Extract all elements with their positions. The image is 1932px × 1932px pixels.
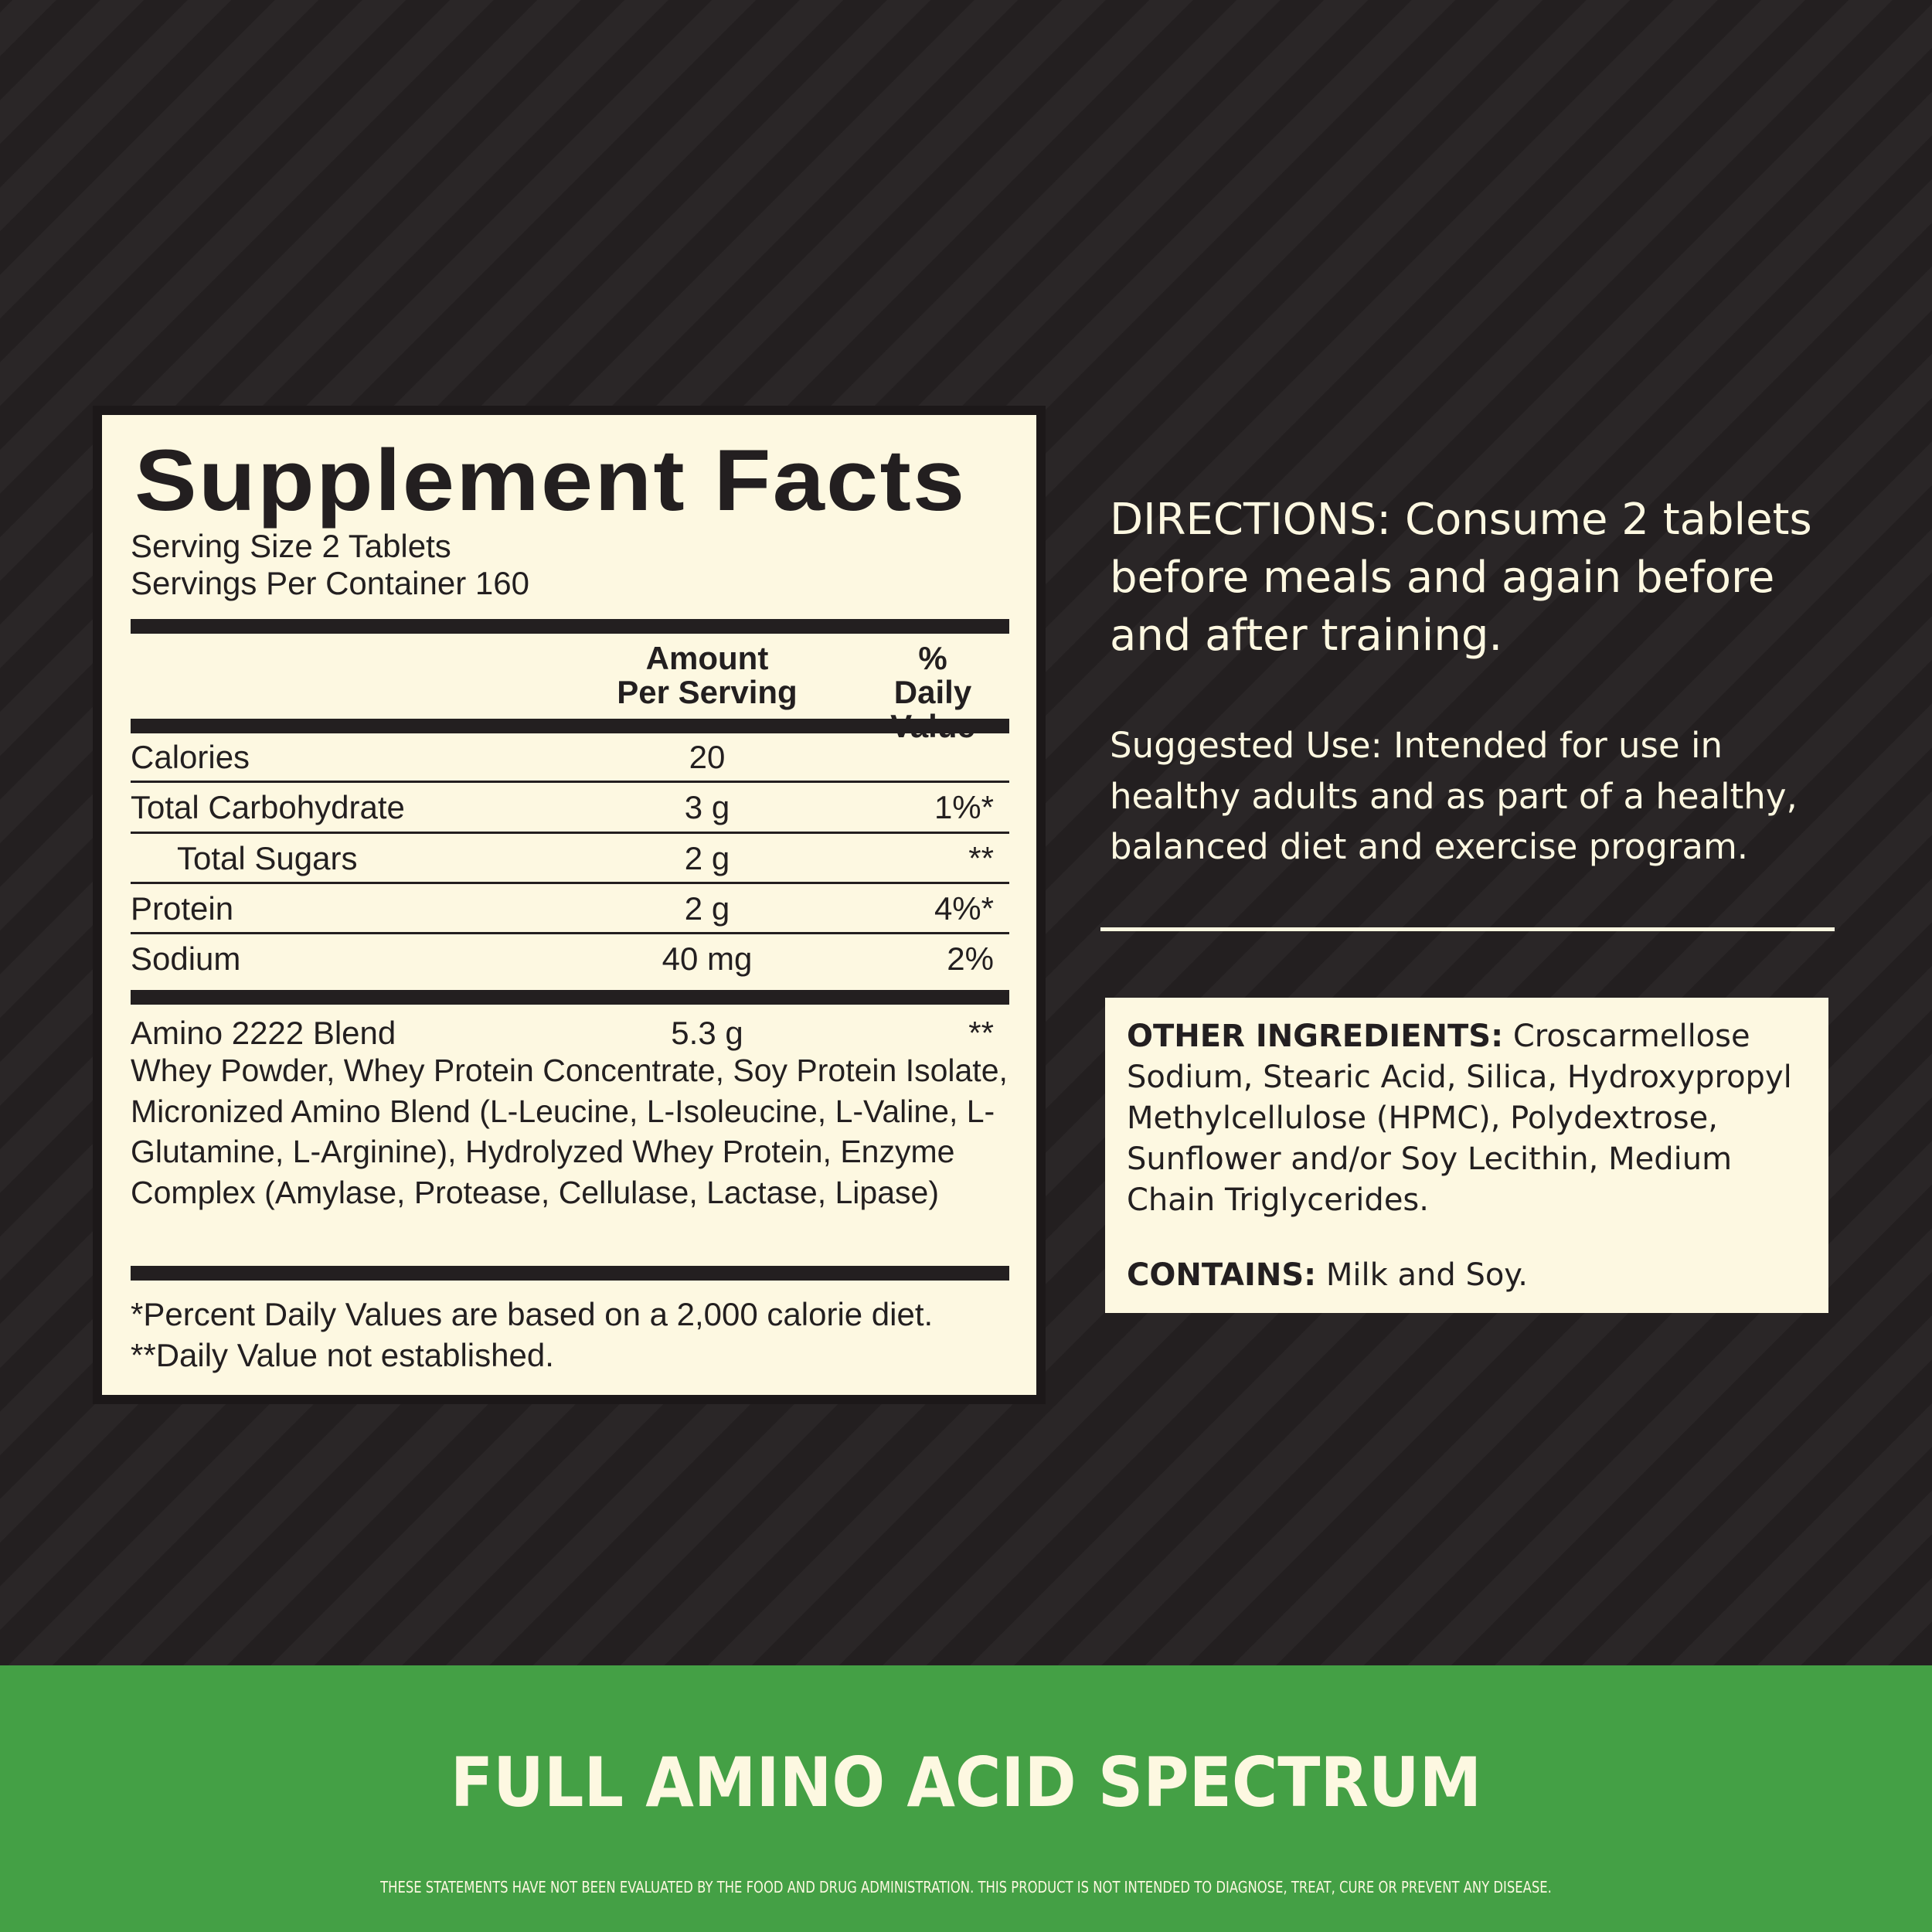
blend-dv: **: [968, 1015, 994, 1051]
contains-text: Milk and Soy.: [1316, 1257, 1528, 1293]
nutrient-name: Sodium: [131, 940, 241, 977]
servings-per-container: Servings Per Container 160: [131, 565, 529, 601]
blend-amount: 5.3 g: [671, 1015, 743, 1051]
suggested-use-line: healthy adults and as part of a healthy,: [1110, 776, 1798, 817]
nutrient-dv: 4%*: [934, 890, 994, 927]
contains: CONTAINS: Milk and Soy.: [1127, 1255, 1807, 1296]
directions-line: before meals and again before: [1110, 553, 1775, 603]
nutrient-name: Total Sugars: [177, 840, 358, 876]
green-banner: FULL AMINO ACID SPECTRUM THESE STATEMENT…: [0, 1665, 1932, 1932]
other-ingredients: OTHER INGREDIENTS: Croscarmellose Sodium…: [1127, 1016, 1807, 1221]
facts-title: Supplement Facts: [134, 432, 967, 529]
header-amount-line: Per Serving: [617, 674, 798, 710]
table-row: Calories 20: [131, 734, 1009, 781]
directions-line: DIRECTIONS: Consume 2 tablets: [1110, 495, 1812, 545]
divider: [131, 832, 1009, 834]
other-ingredients-label: OTHER INGREDIENTS:: [1127, 1019, 1504, 1054]
divider: [131, 932, 1009, 934]
blend-name: Amino 2222 Blend: [131, 1015, 396, 1051]
nutrient-amount: 3 g: [684, 789, 730, 825]
nutrient-amount: 2 g: [684, 890, 730, 927]
nutrient-dv: **: [968, 840, 994, 876]
other-ingredients-text: Croscarmellose Sodium, Stearic Acid, Sil…: [1127, 1019, 1792, 1218]
nutrient-dv: 1%*: [934, 789, 994, 825]
table-row: Total Carbohydrate 3 g 1%*: [131, 784, 1009, 831]
table-row: Protein 2 g 4%*: [131, 886, 1009, 932]
suggested-use-line: Suggested Use: Intended for use in: [1110, 725, 1723, 766]
blend-ingredients: Whey Powder, Whey Protein Concentrate, S…: [131, 1053, 1008, 1210]
nutrient-amount: 20: [689, 739, 726, 775]
nutrient-dv: 2%: [947, 940, 994, 977]
table-row: Sodium 40 mg 2%: [131, 936, 1009, 982]
header-amount-line: Amount: [645, 640, 769, 676]
fda-disclaimer: THESE STATEMENTS HAVE NOT BEEN EVALUATED…: [380, 1878, 1552, 1896]
footnote-percent: *Percent Daily Values are based on a 2,0…: [131, 1296, 934, 1332]
divider-thick: [131, 1266, 1009, 1281]
banner-title: FULL AMINO ACID SPECTRUM: [450, 1743, 1482, 1822]
divider: [1100, 927, 1835, 931]
nutrient-name: Calories: [131, 739, 250, 775]
table-row: Total Sugars 2 g **: [131, 835, 1009, 882]
blend-row: Amino 2222 Blend 5.3 g **: [131, 1010, 1009, 1056]
divider: [131, 781, 1009, 783]
nutrient-name: Total Carbohydrate: [131, 789, 405, 825]
serving-size: Serving Size 2 Tablets: [131, 528, 451, 564]
contains-label: CONTAINS:: [1127, 1257, 1317, 1293]
header-amount: Amount Per Serving: [617, 641, 797, 709]
divider-thick: [131, 719, 1009, 733]
nutrient-amount: 2 g: [684, 840, 730, 876]
divider-thick: [131, 619, 1009, 634]
header-dv-line: % Daily: [893, 640, 972, 710]
nutrient-name: Protein: [131, 890, 234, 927]
divider: [131, 882, 1009, 884]
other-ingredients-box: OTHER INGREDIENTS: Croscarmellose Sodium…: [1105, 998, 1828, 1313]
supplement-facts-panel: Supplement Facts Serving Size 2 Tablets …: [102, 415, 1036, 1395]
nutrient-amount: 40 mg: [662, 940, 753, 977]
suggested-use-line: balanced diet and exercise program.: [1110, 826, 1749, 867]
divider-thick: [131, 990, 1009, 1005]
footnote-not-established: **Daily Value not established.: [131, 1337, 554, 1373]
directions-line: and after training.: [1110, 611, 1503, 661]
